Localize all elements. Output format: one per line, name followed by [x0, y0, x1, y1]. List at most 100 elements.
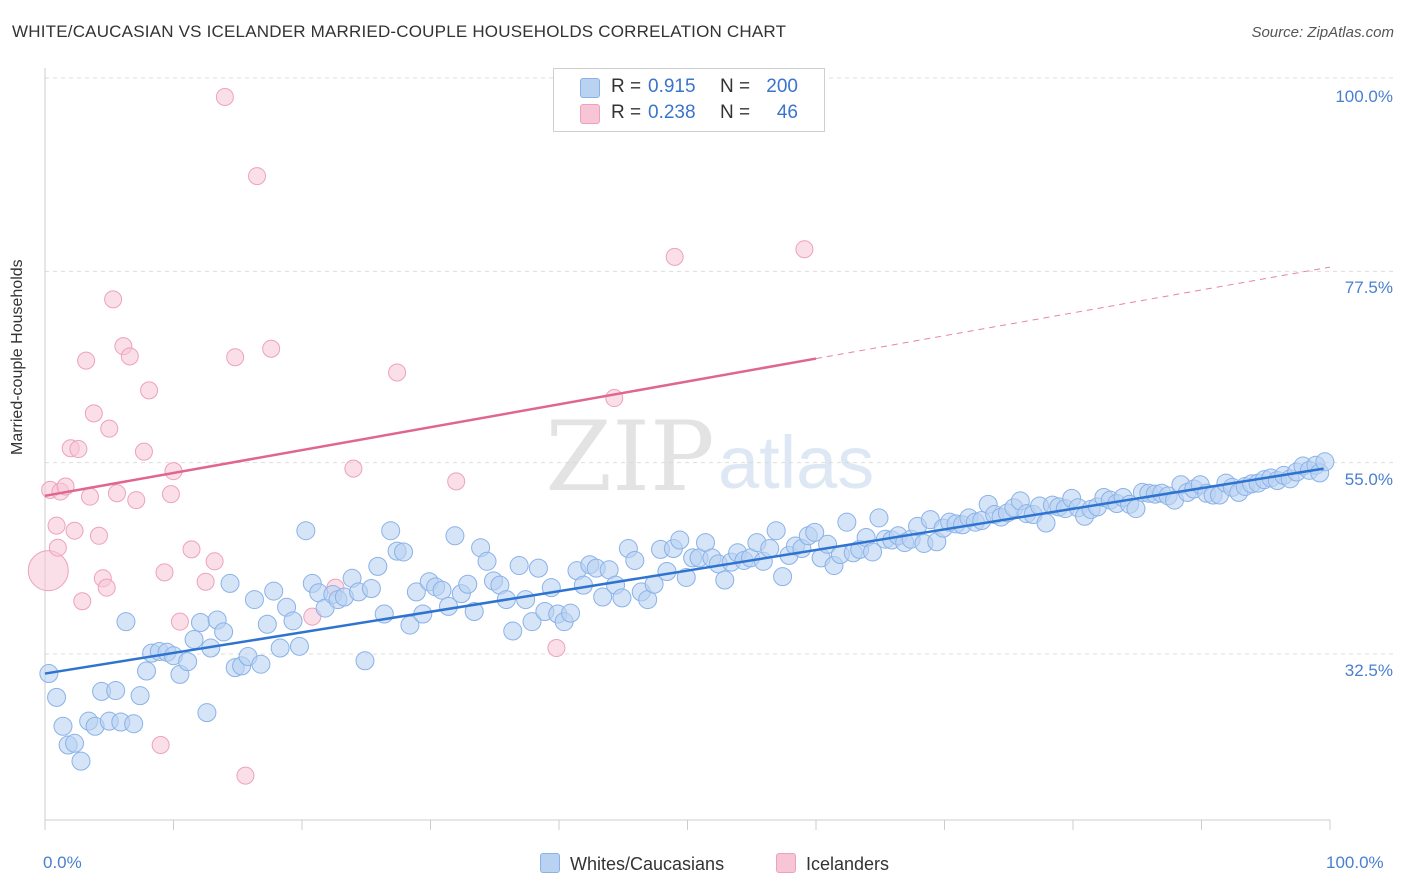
- whites-point: [766, 521, 786, 541]
- trend-lines: [44, 266, 1331, 675]
- whites-point: [760, 539, 780, 559]
- whites-point: [71, 751, 91, 771]
- whites-point: [130, 686, 150, 706]
- icelanders-point: [388, 363, 407, 382]
- whites-point: [361, 579, 381, 599]
- legend-swatch-pink: [776, 853, 796, 873]
- icelanders-point: [262, 339, 281, 358]
- y-axis-label: Married-couple Households: [9, 259, 26, 455]
- icelanders-point: [182, 540, 201, 559]
- whites-point: [676, 567, 696, 587]
- icelanders-point: [127, 491, 146, 510]
- legend-item-icelanders[interactable]: Icelanders: [776, 853, 889, 877]
- chart-title: WHITE/CAUCASIAN VS ICELANDER MARRIED-COU…: [12, 22, 787, 41]
- icelanders-point: [605, 389, 624, 408]
- whites-point: [503, 621, 523, 641]
- icelanders-point: [47, 516, 66, 535]
- legend-item-whites[interactable]: Whites/Caucasians: [540, 853, 724, 877]
- watermark-atlas: atlas: [718, 421, 874, 504]
- whites-point: [516, 590, 536, 610]
- whites-point: [296, 521, 316, 541]
- legend-n-label: N =: [720, 76, 751, 97]
- legend-r-value: 0.238: [648, 102, 696, 123]
- icelanders-point: [134, 442, 153, 461]
- icelanders-point: [248, 167, 267, 186]
- whites-point: [863, 542, 883, 562]
- icelanders-point: [69, 440, 88, 459]
- whites-point: [214, 622, 234, 642]
- correlation-legend: R = 0.915 N = 200 R = 0.238 N = 46: [553, 68, 825, 132]
- legend-r-value: 0.915: [648, 76, 696, 97]
- legend-row-whites: R = 0.915 N = 200: [554, 75, 824, 101]
- icelanders-point: [80, 487, 99, 506]
- whites-point: [625, 550, 645, 570]
- icelanders-points: [27, 88, 814, 785]
- whites-point: [197, 703, 217, 723]
- whites-point: [47, 687, 67, 707]
- icelanders-point: [73, 592, 92, 611]
- whites-point: [190, 613, 210, 633]
- legend-n-value: 200: [766, 76, 798, 97]
- whites-point: [368, 556, 388, 576]
- whites-point: [593, 587, 613, 607]
- whites-point: [805, 522, 825, 542]
- whites-point: [178, 652, 198, 672]
- icelanders-point: [84, 404, 103, 423]
- whites-point: [106, 681, 126, 701]
- icelanders-point: [170, 612, 189, 631]
- icelanders-point: [65, 521, 84, 540]
- whites-point: [124, 714, 144, 734]
- whites-point: [670, 530, 690, 550]
- whites-point: [445, 526, 465, 546]
- whites-point: [53, 716, 73, 736]
- legend-r-label: R =: [611, 76, 642, 97]
- whites-point: [509, 556, 529, 576]
- icelanders-point: [48, 538, 67, 557]
- whites-point: [837, 512, 857, 532]
- watermark: ZIP atlas: [545, 401, 874, 513]
- legend-n-label: N =: [720, 102, 751, 123]
- whites-point: [458, 574, 478, 594]
- axes: [44, 68, 1331, 830]
- whites-point: [464, 601, 484, 621]
- icelanders-point: [344, 459, 363, 478]
- legend-r-label: R =: [611, 102, 642, 123]
- whites-point: [561, 603, 581, 623]
- whites-point: [657, 562, 677, 582]
- whites-point: [264, 581, 284, 601]
- source-label: Source: ZipAtlas.com: [1251, 24, 1394, 41]
- whites-point: [612, 588, 632, 608]
- whites-point: [869, 508, 889, 528]
- icelanders-point: [97, 578, 116, 597]
- whites-point: [65, 733, 85, 753]
- y-tick-label: 55.0%: [1344, 469, 1393, 489]
- whites-point: [773, 567, 793, 587]
- y-tick-label: 32.5%: [1344, 661, 1393, 680]
- whites-point: [116, 612, 136, 632]
- icelanders-point: [215, 88, 234, 106]
- icelanders-point: [77, 351, 96, 370]
- icelanders-point: [547, 639, 566, 658]
- whites-point: [184, 630, 204, 650]
- whites-point: [270, 638, 290, 658]
- icelanders-point: [155, 563, 174, 582]
- whites-point: [522, 612, 542, 632]
- whites-point: [251, 654, 271, 674]
- whites-point: [283, 611, 303, 631]
- whites-point: [220, 573, 240, 593]
- legend-swatch-blue: [540, 853, 560, 873]
- icelanders-point: [205, 552, 224, 571]
- whites-point: [381, 521, 401, 541]
- icelanders-point: [107, 484, 126, 503]
- whites-point: [432, 580, 452, 600]
- icelanders-point: [161, 485, 180, 504]
- icelanders-trend-line: [44, 357, 817, 498]
- whites-point: [257, 614, 277, 634]
- legend-label-icelanders: Icelanders: [806, 854, 890, 874]
- whites-trend-line: [44, 467, 1324, 675]
- icelanders-point: [236, 766, 255, 785]
- icelanders-point: [140, 381, 159, 400]
- icelanders-point: [151, 735, 170, 754]
- x-tick-label-max: 100.0%: [1326, 853, 1384, 872]
